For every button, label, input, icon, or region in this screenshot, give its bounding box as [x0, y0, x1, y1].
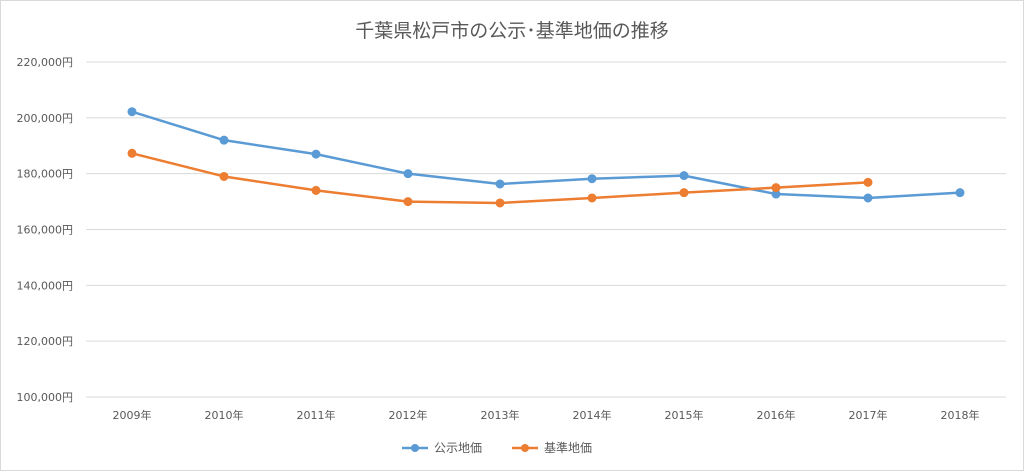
y-tick-label: 100,000円 — [17, 391, 74, 404]
x-tick-label: 2016年 — [757, 408, 796, 422]
grid-lines — [86, 61, 1006, 398]
y-tick-label: 120,000円 — [17, 335, 74, 348]
x-tick-label: 2015年 — [665, 408, 704, 422]
series-2 — [127, 148, 873, 208]
legend-marker — [521, 444, 529, 452]
data-point — [863, 193, 873, 203]
y-tick-label: 220,000円 — [17, 56, 74, 69]
x-tick-label: 2009年 — [113, 408, 152, 422]
legend-marker — [411, 444, 419, 452]
data-point — [403, 197, 413, 207]
x-tick-label: 2012年 — [389, 408, 428, 422]
legend-label: 公示地価 — [434, 441, 482, 455]
series-layer — [127, 107, 965, 208]
data-point — [127, 148, 137, 158]
chart-title: 千葉県松戸市の公示･基準地価の推移 — [355, 20, 669, 42]
x-tick-label: 2018年 — [941, 408, 980, 422]
data-point — [495, 198, 505, 208]
legend-label: 基準地価 — [544, 440, 592, 455]
y-tick-label: 140,000円 — [17, 279, 74, 292]
data-point — [127, 107, 137, 117]
x-tick-label: 2010年 — [205, 408, 244, 422]
data-point — [219, 135, 229, 145]
y-axis: 100,000円 120,000円 140,000円 160,000円 180,000円… — [17, 56, 74, 404]
x-tick-label: 2017年 — [849, 408, 888, 422]
y-tick-label: 160,000円 — [17, 224, 74, 237]
x-tick-label: 2013年 — [481, 408, 520, 422]
data-point — [311, 149, 321, 159]
y-tick-label: 200,000円 — [17, 112, 74, 125]
data-point — [679, 188, 689, 198]
legend: 公示地価 基準地価 — [402, 440, 592, 455]
data-point — [679, 171, 689, 181]
data-point — [955, 188, 965, 198]
legend-item: 公示地価 — [402, 441, 482, 455]
x-tick-label: 2011年 — [297, 408, 336, 422]
x-axis: 2009年 2010年 2011年 2012年 2013年 2014年 2015年 2016年… — [113, 408, 980, 422]
data-point — [771, 183, 781, 193]
legend-item: 基準地価 — [512, 440, 592, 455]
series-line — [130, 152, 870, 205]
data-point — [311, 185, 321, 195]
y-tick-label: 180,000円 — [17, 168, 74, 181]
series-line — [130, 110, 962, 200]
data-point — [587, 193, 597, 203]
x-tick-label: 2014年 — [573, 408, 612, 422]
data-point — [219, 171, 229, 181]
data-point — [587, 174, 597, 184]
series-1 — [127, 107, 965, 203]
data-point — [863, 177, 873, 187]
data-point — [403, 169, 413, 179]
data-point — [495, 179, 505, 189]
